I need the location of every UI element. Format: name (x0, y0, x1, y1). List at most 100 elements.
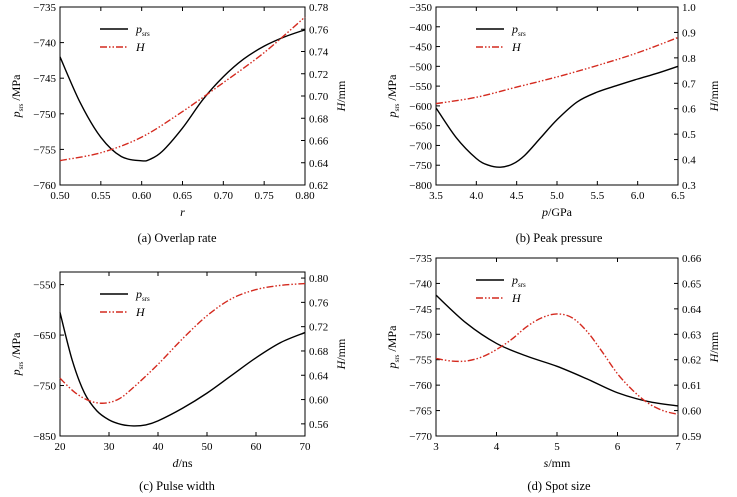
legend-label-h: H (135, 40, 146, 54)
y-left-axis-label: psrs /MPa (385, 325, 401, 369)
y-right-tick-label: 0.65 (682, 278, 702, 290)
y-right-tick-label: 0.3 (682, 180, 696, 192)
y-left-tick-label: −755 (409, 355, 432, 367)
y-right-tick-label: 0.63 (682, 329, 702, 341)
y-right-tick-label: 0.59 (682, 431, 702, 443)
y-left-tick-label: −745 (33, 73, 56, 85)
legend-label-h: H (511, 40, 522, 54)
y-left-tick-label: −450 (409, 42, 432, 54)
y-left-axis-label: psrs /MPa (9, 332, 25, 376)
y-right-tick-label: 0.72 (309, 322, 328, 334)
y-left-tick-label: −600 (409, 101, 432, 113)
y-right-tick-label: 0.61 (682, 380, 701, 392)
chart-panel-1: 0.50 0.55 0.60 0.65 0.70 0.75 0.80 −735 −740 −745… (9, 2, 348, 245)
y-right-tick-label: 0.8 (682, 53, 696, 65)
y-left-tick-label: −760 (409, 380, 432, 392)
y-right-axis-label: H/mm (707, 331, 721, 363)
y-right-axis-label: H/mm (334, 80, 348, 112)
y-left-tick-label: −735 (33, 2, 56, 14)
x-tick-label: 0.80 (295, 190, 315, 202)
series-line-psrs (435, 65, 679, 168)
y-right-tick-label: 0.66 (682, 253, 702, 265)
y-left-tick-label: −700 (409, 140, 432, 152)
x-tick-label: 6.0 (631, 190, 645, 202)
x-axis-label: p/GPa (541, 205, 573, 219)
plot-frame (435, 6, 679, 186)
y-left-tick-label: −850 (33, 431, 56, 443)
series-line-psrs (59, 312, 306, 427)
y-left-tick-label: −745 (409, 304, 432, 316)
series-line-h (59, 16, 306, 162)
y-right-tick-label: 0.62 (309, 180, 328, 192)
panel-caption: (a) Overlap rate (137, 231, 217, 245)
x-tick-label: 5 (554, 441, 560, 453)
legend-label-psrs: psrs (511, 273, 526, 289)
x-tick-label: 0.60 (132, 190, 152, 202)
series-line-h (435, 313, 679, 416)
chart-panel-3: 20 30 40 50 60 70 −550 −650 −750 −850 0.80 0.76 0.72… (9, 271, 348, 493)
x-tick-label: 0.55 (91, 190, 111, 202)
y-left-tick-label: −500 (409, 61, 432, 73)
x-tick-label: 0.50 (50, 190, 70, 202)
y-right-tick-label: 0.68 (309, 113, 329, 125)
plot-frame (435, 257, 679, 437)
y-right-tick-label: 0.56 (309, 419, 329, 431)
panel-caption: (b) Peak pressure (516, 231, 603, 245)
y-right-tick-label: 0.76 (309, 297, 329, 309)
y-right-tick-label: 0.64 (309, 370, 329, 382)
y-right-tick-label: 0.64 (682, 304, 702, 316)
y-left-tick-label: −750 (409, 160, 432, 172)
x-tick-label: 30 (104, 441, 116, 453)
y-right-tick-label: 0.78 (309, 2, 329, 14)
y-left-tick-label: −550 (409, 81, 432, 93)
y-left-tick-label: −740 (33, 38, 56, 50)
x-axis-label: s/mm (544, 456, 571, 470)
panel-caption: (d) Spot size (527, 479, 591, 493)
y-right-tick-label: 0.80 (309, 273, 329, 285)
y-left-tick-label: −800 (409, 180, 432, 192)
series-line-psrs (435, 294, 679, 407)
legend-label-psrs: psrs (135, 22, 150, 38)
plot-frame (59, 6, 306, 186)
y-left-tick-label: −750 (33, 381, 56, 393)
chart-panel-4: 3 4 5 6 7 −735 −740 −745 −750 −755 −760 −765 −770 0.6… (385, 253, 721, 493)
y-left-tick-label: −755 (33, 144, 56, 156)
y-left-tick-label: −750 (409, 329, 432, 341)
chart-panel-2: 3.5 4.0 4.5 5.0 5.5 6.0 6.5 −350 −400 −450 −500 −55… (385, 2, 721, 245)
x-axis-label: r (180, 205, 185, 219)
x-tick-label: 4.0 (469, 190, 483, 202)
y-left-tick-label: −750 (33, 109, 56, 121)
y-left-tick-label: −760 (33, 180, 56, 192)
x-tick-label: 60 (251, 441, 263, 453)
x-tick-label: 6.5 (671, 190, 685, 202)
y-left-tick-label: −740 (409, 278, 432, 290)
y-right-tick-label: 0.7 (682, 78, 696, 90)
y-right-tick-label: 0.4 (682, 155, 696, 167)
y-right-tick-label: 0.60 (309, 395, 329, 407)
x-tick-label: 70 (300, 441, 312, 453)
plot-frame (59, 271, 306, 437)
x-tick-label: 40 (153, 441, 165, 453)
x-tick-label: 0.70 (214, 190, 234, 202)
x-tick-label: 4 (494, 441, 500, 453)
y-left-tick-label: −400 (409, 22, 432, 34)
y-right-tick-label: 0.74 (309, 47, 329, 59)
y-right-tick-label: 1.0 (682, 2, 696, 14)
y-left-tick-label: −735 (409, 253, 432, 265)
x-tick-label: 4.5 (510, 190, 524, 202)
y-right-tick-label: 0.62 (682, 355, 701, 367)
x-tick-label: 20 (55, 441, 67, 453)
y-left-axis-label: psrs /MPa (9, 74, 25, 118)
series-line-h (59, 282, 306, 404)
y-left-axis-label: psrs /MPa (385, 74, 401, 118)
panel-caption: (c) Pulse width (139, 479, 215, 493)
y-right-tick-label: 0.72 (309, 69, 328, 81)
x-tick-label: 3.5 (429, 190, 443, 202)
y-right-tick-label: 0.6 (682, 104, 696, 116)
y-left-tick-label: −650 (409, 121, 432, 133)
series-line-h (435, 36, 679, 105)
y-left-tick-label: −550 (33, 280, 56, 292)
y-right-tick-label: 0.5 (682, 129, 696, 141)
x-tick-label: 5.0 (550, 190, 564, 202)
y-left-tick-label: −650 (33, 330, 56, 342)
